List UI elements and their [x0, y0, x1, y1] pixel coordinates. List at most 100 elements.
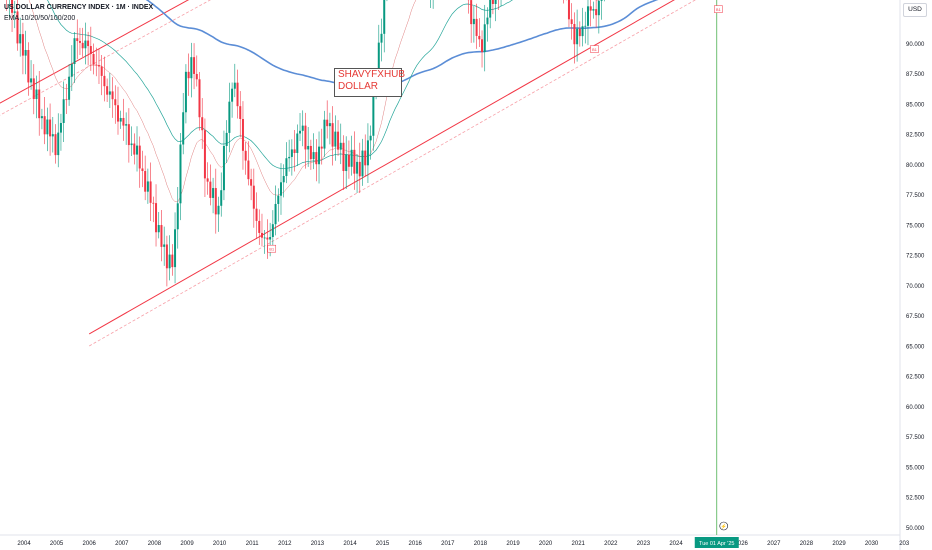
candle-body — [16, 11, 19, 44]
candle-body — [84, 40, 87, 49]
candle-body — [100, 66, 103, 76]
candle-body — [323, 119, 326, 149]
candle-body — [470, 0, 473, 25]
candle-body — [339, 142, 342, 150]
price-tick-label: 52.500 — [906, 496, 925, 502]
candle-body — [576, 28, 579, 45]
price-tick-label: 82.500 — [906, 133, 925, 139]
candle-body — [361, 150, 364, 177]
candle-body — [285, 158, 288, 177]
candle-body — [138, 145, 141, 169]
candle-body — [494, 0, 497, 4]
candle-body — [116, 105, 119, 122]
candle-body — [260, 232, 263, 238]
indicator-legend[interactable]: EMA 10/20/50/100/200 — [4, 15, 76, 22]
time-tick-label: 2009 — [180, 541, 194, 547]
candle-body — [231, 88, 234, 102]
candle-body — [380, 33, 383, 43]
candle-body — [127, 124, 130, 146]
price-tick-label: 62.500 — [906, 375, 925, 381]
time-tick-label: 2019 — [506, 541, 520, 547]
candle-body — [578, 28, 581, 37]
signal-marker-label: B1 — [716, 8, 721, 12]
candle-body — [195, 73, 198, 80]
currency-label[interactable]: USD — [903, 3, 927, 17]
candle-body — [350, 149, 353, 167]
candle-body — [130, 143, 133, 146]
candle-body — [581, 26, 584, 37]
candle-body — [62, 99, 65, 123]
candle-body — [106, 86, 109, 95]
time-tick-label: 2021 — [572, 541, 586, 547]
current-time-badge — [694, 537, 739, 548]
candle-body — [241, 119, 244, 151]
candle-body — [282, 176, 285, 183]
candle-body — [478, 35, 481, 40]
candle-body — [97, 65, 100, 67]
candle-body — [228, 101, 231, 133]
price-tick-label: 55.000 — [906, 465, 925, 471]
signal-marker-label: B1 — [269, 248, 274, 252]
time-tick-label: 2023 — [637, 541, 651, 547]
candle-body — [236, 82, 239, 107]
candle-body — [331, 123, 334, 147]
time-tick-label: 2022 — [604, 541, 618, 547]
candle-body — [475, 18, 478, 36]
candle-body — [73, 38, 76, 65]
time-tick-label: 2020 — [539, 541, 553, 547]
candle-body — [274, 203, 277, 225]
candle-body — [369, 135, 372, 141]
candle-body — [277, 195, 280, 204]
candle-body — [383, 0, 386, 34]
time-tick-label: 2018 — [474, 541, 488, 547]
candle-body — [163, 244, 166, 247]
candle-body — [157, 225, 160, 233]
candle-body — [114, 99, 117, 106]
candle-body — [217, 205, 220, 215]
candle-body — [212, 188, 215, 198]
ema-200-line — [145, 0, 659, 93]
candle-body — [209, 181, 212, 198]
candle-body — [141, 168, 144, 172]
candle-body — [198, 79, 201, 118]
candle-body — [203, 130, 206, 179]
candle-body — [108, 91, 111, 95]
candle-body — [481, 39, 484, 53]
text-annotation[interactable]: SHAVYFXHUB DOLLAR — [334, 68, 405, 97]
current-time-label: Tue 01 Apr '25 — [699, 541, 734, 547]
candles — [6, 0, 605, 287]
candle-body — [595, 9, 598, 16]
candle-body — [174, 229, 177, 268]
candle-body — [133, 143, 136, 155]
candle-body — [65, 99, 68, 101]
candle-body — [334, 131, 337, 147]
candle-body — [68, 76, 71, 100]
candle-body — [347, 154, 350, 167]
candle-body — [125, 124, 128, 126]
candle-body — [252, 185, 255, 209]
price-tick-label: 75.000 — [906, 223, 925, 229]
candle-body — [32, 78, 35, 100]
candle-body — [193, 57, 196, 74]
candle-body — [35, 89, 38, 100]
candle-body — [299, 130, 302, 134]
candle-body — [187, 71, 190, 79]
candle-body — [51, 134, 54, 137]
time-tick-label: 2011 — [246, 541, 260, 547]
price-tick-label: 70.000 — [906, 284, 925, 290]
lightning-icon — [719, 521, 729, 531]
candle-body — [345, 154, 348, 172]
candle-body — [95, 64, 98, 66]
time-tick-label: 2004 — [17, 541, 31, 547]
candle-body — [155, 203, 158, 233]
candle-body — [244, 150, 247, 161]
candle-body — [491, 0, 494, 4]
time-tick-label: 203 — [899, 541, 910, 547]
time-tick-label: 2015 — [376, 541, 390, 547]
candle-body — [222, 145, 225, 191]
candle-body — [146, 181, 149, 192]
candle-body — [320, 146, 323, 149]
candle-body — [160, 225, 163, 247]
candle-body — [43, 116, 46, 135]
